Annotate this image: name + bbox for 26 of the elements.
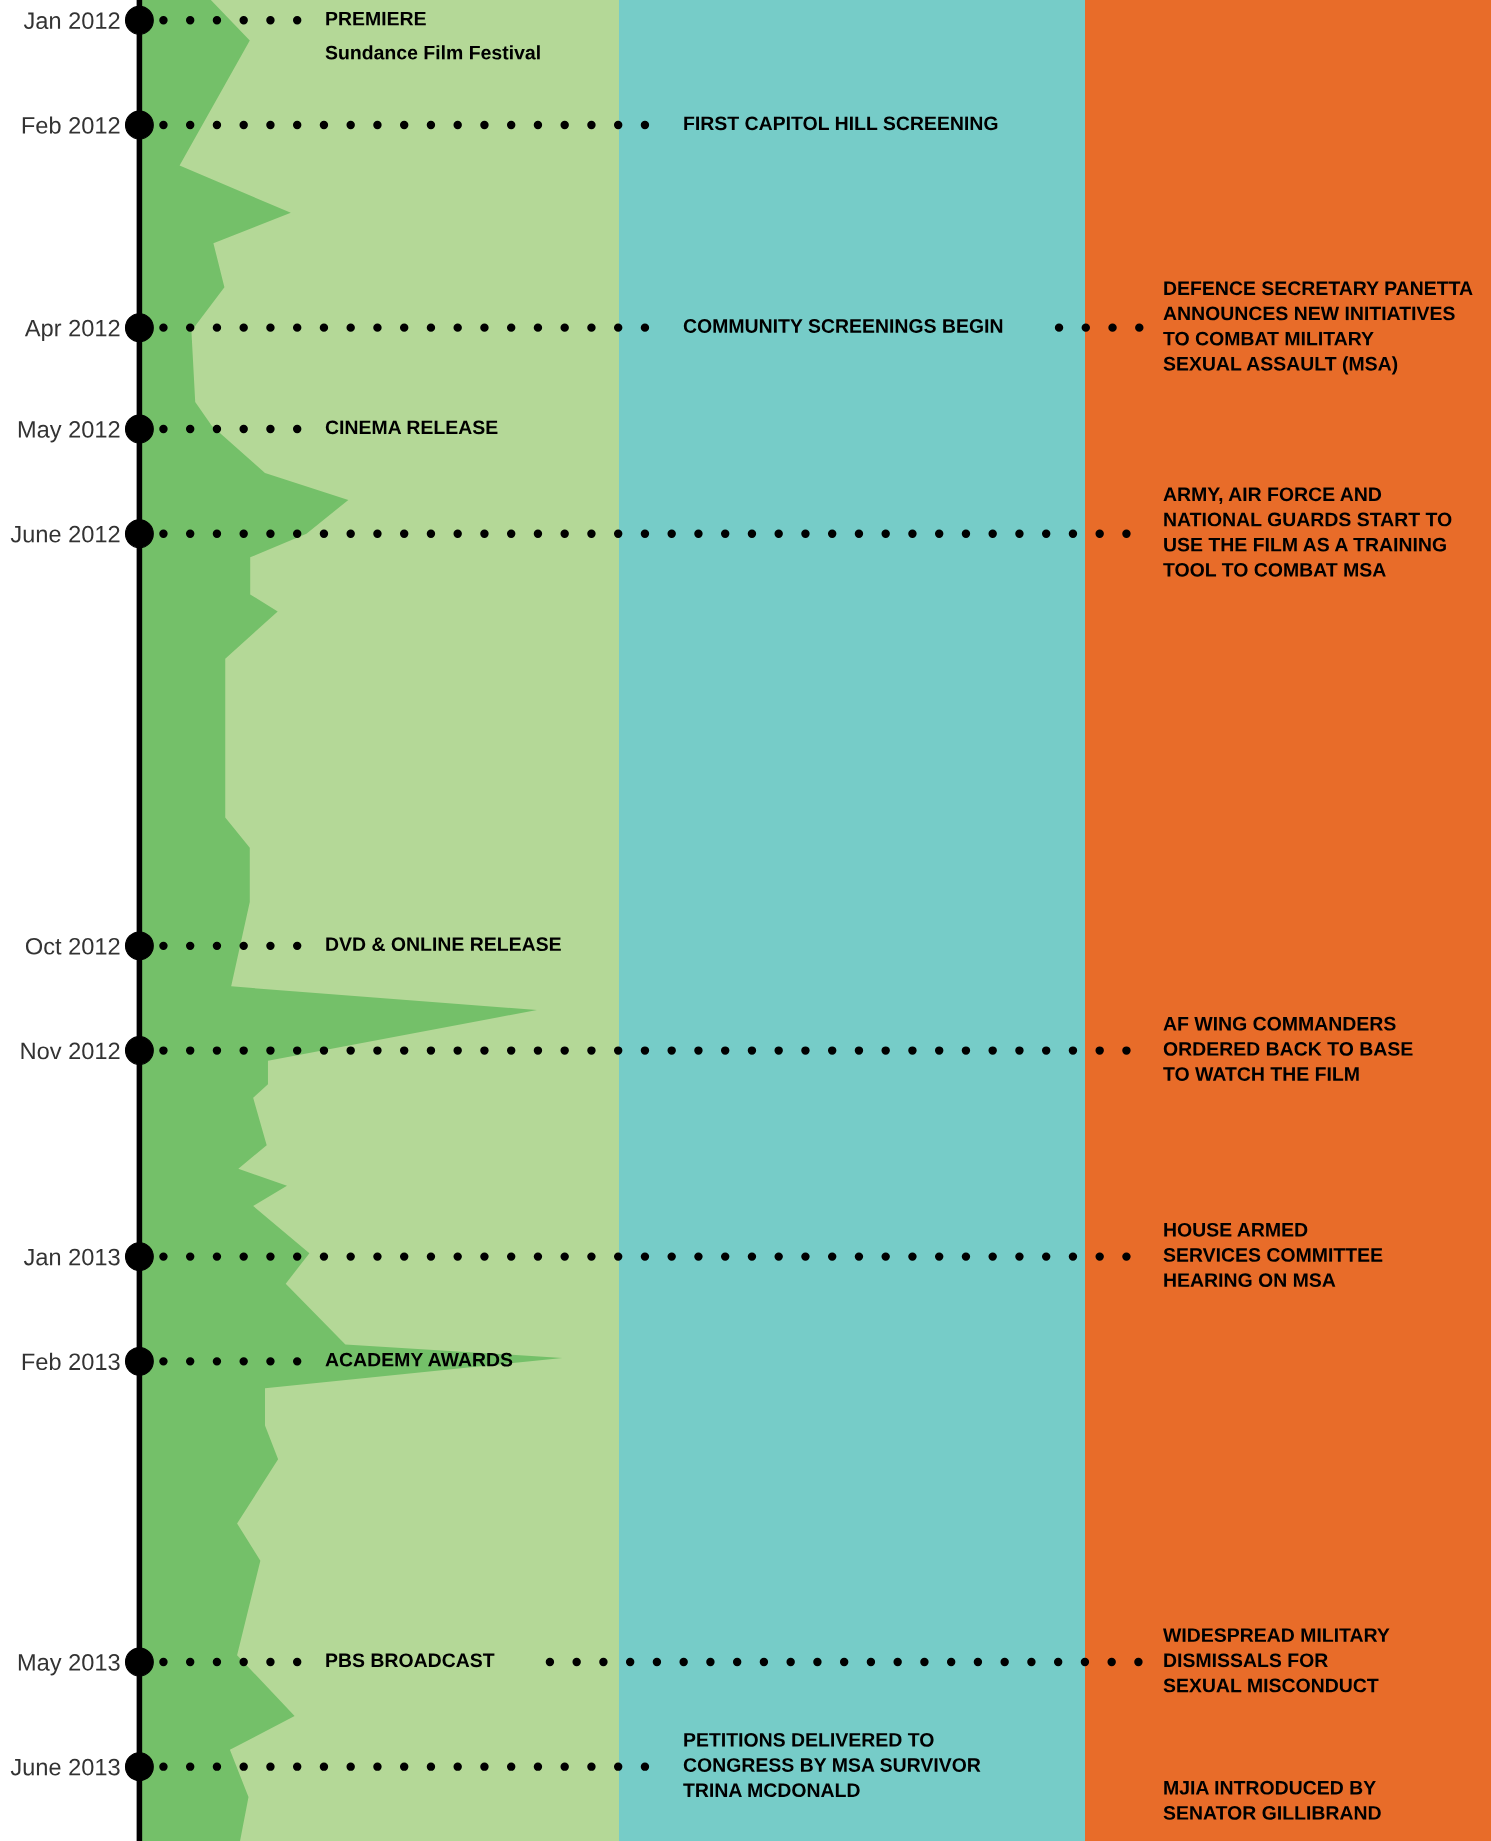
ref-line-label: AF WING COMMANDERS ORDERED BACK TO BASE TO WATCH THE FILM bbox=[1163, 1016, 1413, 1081]
ref-line-label: COMMUNITY SCREENINGS BEGIN bbox=[683, 319, 1003, 333]
ref-line-label: DVD & ONLINE RELEASE bbox=[326, 937, 561, 952]
y-tick-label: Jan 2013 bbox=[23, 1248, 120, 1266]
ref-line-label: CINEMA RELEASE bbox=[325, 420, 498, 435]
ref-line-label: WIDESPREAD MILITARY DISMISSALS FOR SEXUAL MISCONDUCT bbox=[1163, 1628, 1390, 1693]
ref-line-label: PETITIONS DELIVERED TO CONGRESS BY MSA SURVIVOR TRINA MCDONALD bbox=[683, 1732, 981, 1798]
ref-line-label: HOUSE ARMED SERVICES COMMITTEE HEARING ON MSA bbox=[1163, 1222, 1383, 1287]
y-tick-label: Apr 2012 bbox=[24, 319, 120, 342]
ref-line-label: PREMIERE bbox=[326, 11, 426, 26]
y-tick-label: Feb 2013 bbox=[22, 1352, 120, 1371]
y-tick-label: Jan 2012 bbox=[23, 12, 120, 30]
ref-line-label: ACADEMY AWARDS bbox=[325, 1352, 513, 1367]
ref-line-label: PBS BROADCAST bbox=[326, 1653, 495, 1668]
ref-line-label: DEFENCE SECRETARY PANETTA ANNOUNCES NEW INITIATIVES TO COMBAT MILITARY SEXUAL ASSAULT (MSA) bbox=[1163, 281, 1473, 375]
y-tick-label: Feb 2012 bbox=[22, 116, 120, 134]
annotation: Sundance Film Festival bbox=[325, 45, 540, 60]
y-tick-label: Nov 2012 bbox=[21, 1042, 120, 1060]
ref-line-label: ARMY, AIR FORCE AND NATIONAL GUARDS START TO USE THE FILM AS A TRAINING TOOL TO COMBAT MSA bbox=[1163, 487, 1452, 577]
y-tick-label: May 2013 bbox=[18, 1654, 120, 1676]
text: MJIA INTRODUCED BY SENATOR GILLIBRAND bbox=[1163, 1780, 1381, 1820]
y-tick-label: May 2012 bbox=[18, 421, 120, 443]
y-tick-label: June 2013 bbox=[10, 1758, 120, 1776]
y-tick-label: Oct 2012 bbox=[25, 937, 120, 955]
y-tick-label: June 2012 bbox=[10, 525, 120, 543]
ref-line-label: FIRST CAPITOL HILL SCREENING bbox=[684, 116, 998, 131]
